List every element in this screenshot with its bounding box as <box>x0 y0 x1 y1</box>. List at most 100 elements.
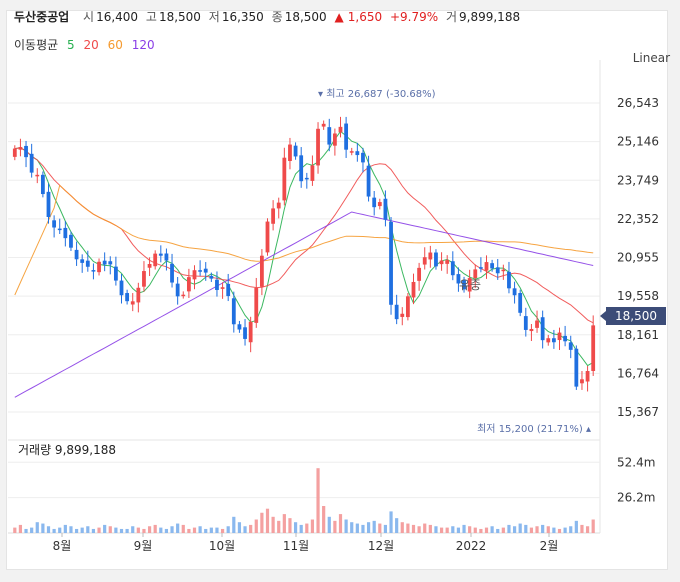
candle-body <box>546 338 551 343</box>
candle-body <box>231 298 236 325</box>
high-value: 18,500 <box>158 10 201 24</box>
candle-body <box>125 293 130 302</box>
volume-bar <box>41 523 45 533</box>
ma-120-label: 120 <box>131 38 155 52</box>
volume-bar <box>395 518 399 533</box>
candle-body <box>501 269 506 272</box>
volume-bar <box>512 526 517 533</box>
candle-body <box>254 287 259 323</box>
candle-body <box>529 328 534 332</box>
change-value: 1,650 <box>347 10 383 24</box>
volume-bar <box>434 526 438 533</box>
volume-bar <box>473 527 477 533</box>
volume-value: 9,899,188 <box>459 10 521 24</box>
candle-body <box>46 191 51 217</box>
volume-bar <box>176 523 180 533</box>
candle-body <box>445 260 450 264</box>
volume-bar <box>355 523 359 533</box>
candle-body <box>304 177 309 180</box>
candle-body <box>130 301 135 305</box>
volume-bar <box>103 524 107 533</box>
candle-body <box>243 327 247 339</box>
candle-body <box>153 253 158 267</box>
volume-bar <box>546 526 550 533</box>
volume-bar <box>496 528 500 533</box>
low-value: 16,350 <box>221 10 264 24</box>
volume-bar <box>63 524 67 533</box>
ma-20-label: 20 <box>83 38 99 52</box>
candle-body <box>484 262 489 271</box>
volume-bar <box>552 527 556 533</box>
x-tick-label: 12월 <box>368 539 394 553</box>
volume-bar <box>299 524 303 533</box>
volume-bar <box>518 523 522 533</box>
volume-bar <box>114 527 118 533</box>
ma-120-line <box>14 211 594 398</box>
candle-body <box>192 270 197 280</box>
volume-bar <box>249 524 253 533</box>
y-tick-label: 16,764 <box>617 366 659 380</box>
volume-bar <box>423 523 427 533</box>
volume-bar <box>52 528 56 533</box>
volume-bar <box>30 527 34 533</box>
volume-bar <box>406 523 410 533</box>
volume-bar <box>344 519 348 533</box>
candle-body <box>259 255 264 287</box>
volume-bar <box>451 526 455 533</box>
volume-bar <box>159 527 163 533</box>
y-tick-label: 18,161 <box>617 328 659 342</box>
candle-body <box>585 370 590 382</box>
candle-body <box>422 257 427 265</box>
volume-bar <box>86 526 90 533</box>
candle-body <box>175 283 180 297</box>
volume-bar <box>293 522 298 533</box>
volume-bar <box>164 528 169 533</box>
candle-body <box>147 263 152 268</box>
volume-bar <box>125 528 129 533</box>
candle-body <box>203 268 208 273</box>
candle-body <box>462 280 466 290</box>
candle-body <box>518 293 523 313</box>
volume-title: 거래량 9,899,188 <box>18 443 117 457</box>
candle-body <box>29 153 34 173</box>
candle-body <box>12 148 17 157</box>
volume-bar <box>333 520 337 533</box>
candle-body <box>338 126 343 133</box>
candle-body <box>490 263 495 269</box>
candle-body <box>158 253 163 256</box>
candle-body <box>102 260 107 265</box>
candle-body <box>551 338 556 343</box>
y-tick-label: 22,352 <box>617 212 659 226</box>
volume-bar <box>591 519 595 533</box>
volume-bar <box>131 526 135 533</box>
candle-body <box>467 278 472 292</box>
candle-body <box>495 267 500 274</box>
volume-bar <box>350 522 354 533</box>
low-label: 저 <box>208 10 220 24</box>
volume-bar <box>260 512 264 533</box>
volume-bar <box>327 516 331 533</box>
volume-bar <box>119 528 124 533</box>
ma-60-label: 60 <box>107 38 123 52</box>
candle-body <box>220 287 225 289</box>
candle-body <box>248 321 253 343</box>
candle-body <box>411 281 416 298</box>
price-header: 두산중공업 시 16,400 고 18,500 저 16,350 종 18,500 ▲ 1… <box>14 8 524 25</box>
candle-body <box>563 335 568 342</box>
volume-bar <box>563 527 567 533</box>
ma-legend[interactable]: 이동평균 5 20 60 120 <box>14 36 160 53</box>
close-label: 종 <box>271 10 283 24</box>
volume-bar <box>400 522 404 533</box>
scale-mode-toggle[interactable]: Linear <box>632 51 670 65</box>
candle-body <box>574 348 579 387</box>
volume-bar <box>24 528 28 533</box>
candle-body <box>383 198 388 220</box>
volume-bar <box>271 516 275 533</box>
volume-bar <box>243 526 247 533</box>
candle-body <box>439 260 444 265</box>
candle-body <box>321 123 326 127</box>
candle-body <box>215 279 219 290</box>
candle-body <box>400 313 405 317</box>
volume-bar <box>35 522 39 533</box>
